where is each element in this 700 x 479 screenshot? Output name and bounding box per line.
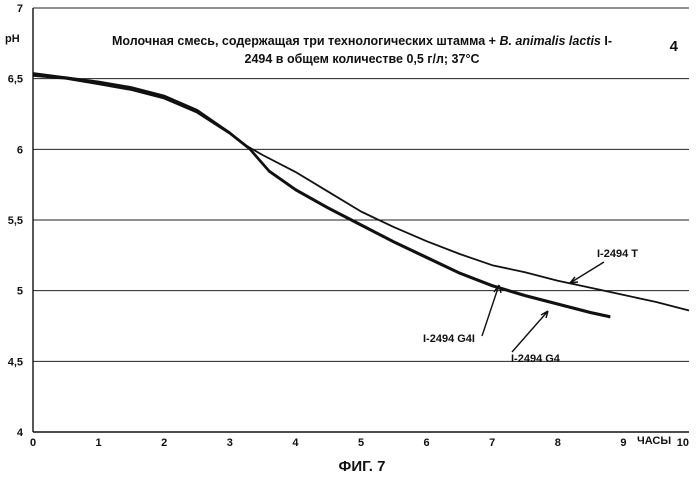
title-part-1: Молочная смесь, содержащая три технологи…: [112, 34, 499, 48]
x-axis-label: ЧАСЫ: [637, 435, 671, 447]
x-tick-label: 7: [489, 437, 495, 449]
title-part-2-italic: B. animalis lactis: [499, 34, 600, 48]
chart-title-line-2: 2494 в общем количестве 0,5 г/л; 37°C: [245, 52, 480, 66]
y-tick-label: 4: [17, 427, 24, 439]
series-line-2: [33, 76, 610, 318]
x-tick-label: 5: [358, 437, 364, 449]
series-line-3: [33, 74, 610, 316]
x-tick-label: 10: [677, 437, 689, 449]
annotation-series-2: I-2494 G4I: [423, 333, 475, 345]
x-tick-label: 4: [292, 437, 299, 449]
x-tick-label: 3: [227, 437, 233, 449]
series-line-1: [33, 73, 689, 311]
annotation-arrow-series-2: [482, 285, 501, 336]
annotation-arrow-series-3: [512, 311, 548, 352]
y-tick-label: 5,5: [8, 215, 23, 227]
x-tick-label: 8: [555, 437, 561, 449]
annotation-series-3: I-2494 G4: [511, 353, 561, 365]
x-tick-label: 1: [96, 437, 102, 449]
y-tick-labels: 4 4,5 5 5,5 6 6,5 7: [8, 3, 24, 439]
annotation-series-1: I-2494 T: [597, 248, 638, 260]
y-tick-label: 7: [17, 3, 23, 15]
y-tick-label: 5: [17, 286, 23, 298]
page-number: 4: [670, 38, 679, 55]
figure-caption: ФИГ. 7: [339, 458, 386, 475]
y-tick-label: 6,5: [8, 74, 23, 86]
x-tick-labels: 0 1 2 3 4 5 6 7 8 9 10: [30, 437, 689, 449]
x-tick-label: 2: [161, 437, 167, 449]
x-tick-label: 6: [424, 437, 430, 449]
title-part-3: I-: [601, 34, 612, 48]
chart-title-line-1: Молочная смесь, содержащая три технологи…: [112, 34, 612, 48]
x-tick-label: 0: [30, 437, 36, 449]
y-tick-label: 6: [17, 144, 23, 156]
y-tick-label: 4,5: [8, 356, 23, 368]
x-tick-label: 9: [620, 437, 626, 449]
y-axis-label: pH: [5, 33, 20, 45]
series-lines: [33, 73, 689, 318]
annotation-arrow-series-1: [570, 262, 604, 283]
